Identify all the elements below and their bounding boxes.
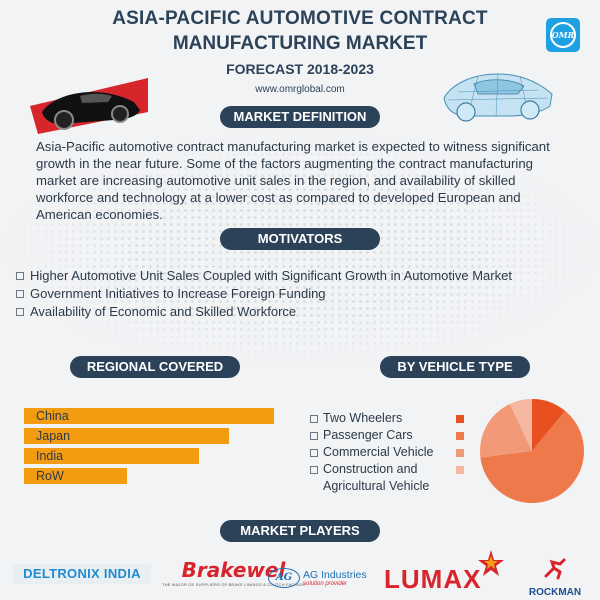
- lumax-logo: LUMAX: [384, 564, 482, 594]
- pie-slice-passenger-cars: [480, 410, 584, 503]
- omr-logo-text: OMR: [550, 22, 576, 48]
- legend-swatch: [456, 432, 464, 440]
- pie-slice-commercial-vehicle: [480, 403, 532, 458]
- website-link[interactable]: www.omrglobal.com: [255, 84, 345, 95]
- legend-item: Construction and Agricultural Vehicle: [310, 461, 464, 495]
- regional-covered-heading: REGIONAL COVERED: [70, 356, 240, 378]
- checkbox-icon: [310, 415, 318, 423]
- checkbox-icon: [310, 466, 318, 474]
- ag-tagline: solution provider: [303, 580, 348, 587]
- vehicle-type-pie-chart: [480, 399, 584, 503]
- vehicle-type-heading: BY VEHICLE TYPE: [380, 356, 530, 378]
- legend-item: Two Wheelers: [310, 410, 464, 427]
- bar-india: India: [24, 448, 199, 464]
- bar-japan: Japan: [24, 428, 229, 444]
- vehicle-type-legend: Two Wheelers Passenger Cars Commercial V…: [310, 410, 464, 495]
- regional-bar-chart: China Japan India RoW: [24, 408, 274, 488]
- motivators-list: Higher Automotive Unit Sales Coupled wit…: [16, 267, 512, 321]
- legend-swatch: [456, 449, 464, 457]
- forecast-subtitle: FORECAST 2018-2023: [226, 61, 374, 77]
- legend-item: Commercial Vehicle: [310, 444, 464, 461]
- rockman-name: ROCKMAN: [528, 587, 582, 598]
- motivators-heading: MOTIVATORS: [220, 228, 380, 250]
- checkbox-icon: [16, 290, 24, 298]
- market-players-heading: MARKET PLAYERS: [220, 520, 380, 542]
- brakewel-logo: Brakewel THE MAJOR OE SUPPLIERS OF BRAKE…: [162, 558, 305, 587]
- ag-name: AG Industries: [303, 568, 367, 581]
- deltronix-logo: DELTRONIX INDIA: [13, 564, 151, 584]
- checkbox-icon: [16, 308, 24, 316]
- legend-swatch: [456, 466, 464, 474]
- checkbox-icon: [310, 432, 318, 440]
- list-item: Higher Automotive Unit Sales Coupled wit…: [16, 267, 512, 285]
- rockman-logo: ROCKMAN: [522, 558, 588, 598]
- ag-mark: AG: [268, 568, 300, 588]
- list-item: Availability of Economic and Skilled Wor…: [16, 303, 512, 321]
- legend-item: Passenger Cars: [310, 427, 464, 444]
- wireframe-car-illustration: [443, 73, 553, 122]
- sports-car-illustration: [30, 78, 148, 134]
- title-line-2: MANUFACTURING MARKET: [172, 33, 428, 54]
- omr-logo: OMR: [546, 18, 580, 52]
- ag-industries-logo: AG AG Industries solution provider: [268, 568, 367, 588]
- market-players-logos: DELTRONIX INDIA Brakewel THE MAJOR OE SU…: [0, 550, 600, 600]
- market-definition-text: Asia-Pacific automotive contract manufac…: [36, 139, 550, 222]
- brakewel-tagline: THE MAJOR OE SUPPLIERS OF BRAKE LININGS …: [162, 582, 306, 587]
- pie-slice-construction-and-agricultural-vehicle: [509, 399, 532, 451]
- checkbox-icon: [310, 449, 318, 457]
- lumax-star-icon: [478, 550, 504, 576]
- world-map-background: [0, 130, 600, 370]
- title-line-1: ASIA-PACIFIC AUTOMOTIVE CONTRACT: [112, 8, 488, 29]
- market-definition-heading: MARKET DEFINITION: [220, 106, 380, 128]
- bar-china: China: [24, 408, 274, 424]
- list-item: Government Initiatives to Increase Forei…: [16, 285, 512, 303]
- legend-swatch: [456, 415, 464, 423]
- checkbox-icon: [16, 272, 24, 280]
- bar-row: RoW: [24, 468, 127, 484]
- pie-slice-two-wheelers: [532, 399, 566, 451]
- rockman-runner-icon: [544, 558, 566, 580]
